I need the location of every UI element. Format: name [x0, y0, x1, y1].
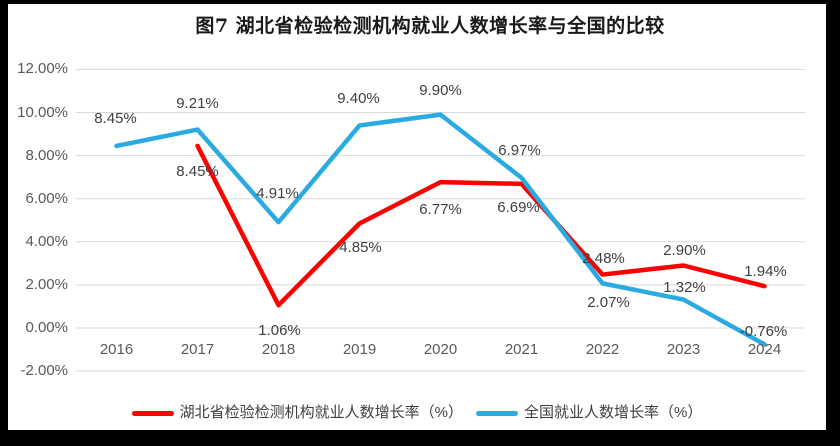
- data-label-national-2018: 4.91%: [256, 185, 299, 203]
- x-axis-label-2020: 2020: [423, 341, 458, 358]
- x-axis-label-2016: 2016: [99, 341, 134, 358]
- legend-label-national: 全国就业人数增长率（%）: [524, 404, 703, 421]
- data-label-national-2020: 9.90%: [419, 81, 462, 99]
- data-label-hubei-2018: 1.06%: [258, 322, 301, 340]
- data-label-hubei-2021: 6.69%: [497, 198, 540, 216]
- data-label-hubei-2020: 6.77%: [419, 201, 462, 219]
- legend-item-hubei: 湖北省检验检测机构就业人数增长率（%）: [131, 404, 463, 422]
- x-axis-label-2023: 2023: [666, 341, 701, 358]
- x-axis-label-2017: 2017: [180, 341, 215, 358]
- data-label-national-2022: 2.07%: [587, 294, 630, 312]
- legend-line-swatch-hubei: [131, 410, 174, 416]
- legend: 湖北省检验检测机构就业人数增长率（%） 全国就业人数增长率（%）: [8, 404, 826, 422]
- series-line-hubei: [195, 143, 767, 308]
- data-label-national-2023: 1.32%: [663, 278, 706, 296]
- plot-area: [76, 68, 805, 372]
- y-axis-tick-label: 6.00%: [25, 189, 68, 207]
- y-axis-tick-label: 10.00%: [17, 103, 68, 121]
- data-label-national-2021: 6.97%: [498, 141, 541, 159]
- x-axis-label-2022: 2022: [585, 341, 620, 358]
- data-label-national-2016: 8.45%: [94, 109, 137, 127]
- data-label-national-2017: 9.21%: [176, 94, 219, 112]
- data-label-national-2019: 9.40%: [337, 90, 380, 108]
- y-axis-tick-label: 4.00%: [25, 232, 68, 250]
- data-label-national-2024: -0.76%: [739, 323, 788, 341]
- y-axis-tick-label: 2.00%: [25, 275, 68, 293]
- x-axis-label-2018: 2018: [261, 341, 296, 358]
- y-axis-tick-label: -2.00%: [20, 362, 68, 380]
- y-axis-tick-label: 12.00%: [17, 60, 68, 78]
- x-axis-label-2024: 2024: [747, 341, 782, 358]
- data-label-hubei-2017: 8.45%: [176, 162, 219, 180]
- data-label-hubei-2024: 1.94%: [744, 263, 787, 281]
- y-axis-tick-label: 8.00%: [25, 146, 68, 164]
- legend-item-national: 全国就业人数增长率（%）: [476, 404, 702, 422]
- series-line-national: [114, 112, 767, 347]
- data-label-hubei-2022: 2.48%: [582, 249, 625, 267]
- x-axis-label-2021: 2021: [504, 341, 539, 358]
- legend-label-hubei: 湖北省检验检测机构就业人数增长率（%）: [179, 404, 463, 421]
- data-label-hubei-2019: 4.85%: [339, 239, 382, 257]
- chart-title: 图7 湖北省检验检测机构就业人数增长率与全国的比较: [195, 15, 665, 37]
- data-label-hubei-2023: 2.90%: [663, 241, 706, 259]
- chart-canvas: 图7 湖北省检验检测机构就业人数增长率与全国的比较 12.00% 10.00% 8.…: [8, 4, 826, 430]
- y-axis-tick-label: 0.00%: [25, 319, 68, 336]
- legend-line-swatch-national: [476, 410, 518, 416]
- x-axis-label-2019: 2019: [342, 341, 377, 358]
